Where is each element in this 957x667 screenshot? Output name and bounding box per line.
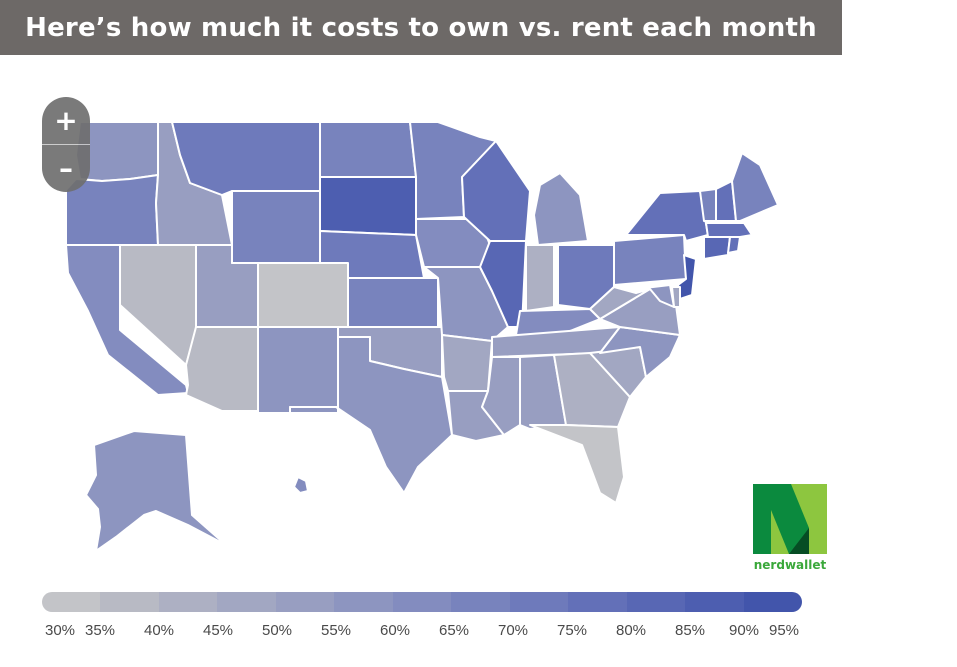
legend-label: 80%	[615, 622, 647, 639]
legend-segment	[275, 592, 335, 612]
zoom-in-button[interactable]: +	[54, 103, 78, 137]
legend-label: 40%	[143, 622, 175, 639]
zoom-out-button[interactable]: –	[59, 151, 73, 185]
color-legend-bar	[42, 592, 802, 612]
state-hawaii[interactable]	[293, 476, 309, 494]
state-montana[interactable]	[171, 121, 321, 196]
legend-segment	[100, 592, 159, 612]
us-map[interactable]	[40, 95, 800, 565]
state-arizona[interactable]	[185, 326, 259, 412]
state-south-dakota[interactable]	[319, 176, 417, 236]
state-massachusetts[interactable]	[705, 222, 753, 238]
state-rhode-island[interactable]	[727, 236, 741, 254]
legend-label: 30%	[44, 622, 76, 639]
legend-segment	[334, 592, 393, 612]
nerdwallet-logo-icon	[753, 484, 827, 554]
state-pennsylvania[interactable]	[613, 234, 687, 286]
legend-segment	[451, 592, 510, 612]
state-connecticut[interactable]	[703, 236, 731, 260]
nerdwallet-wordmark: nerdwallet	[753, 558, 827, 572]
state-new-mexico[interactable]	[257, 326, 339, 414]
legend-segment	[685, 592, 744, 612]
state-north-dakota[interactable]	[319, 121, 417, 178]
state-maine[interactable]	[731, 152, 779, 222]
state-vermont[interactable]	[699, 188, 717, 222]
legend-segment	[509, 592, 569, 612]
legend-segment	[626, 592, 686, 612]
legend-segment	[217, 592, 276, 612]
state-michigan[interactable]	[533, 172, 589, 246]
state-west-virginia[interactable]	[589, 286, 651, 320]
legend-segment	[42, 592, 101, 612]
state-texas[interactable]	[289, 336, 453, 494]
state-kentucky[interactable]	[515, 308, 601, 336]
legend-label: 45%	[202, 622, 234, 639]
legend-segment	[392, 592, 452, 612]
state-indiana[interactable]	[525, 244, 555, 312]
state-illinois[interactable]	[479, 240, 527, 328]
legend-segment	[158, 592, 218, 612]
legend-segment	[568, 592, 627, 612]
legend-label: 75%	[556, 622, 588, 639]
state-kansas[interactable]	[347, 277, 439, 328]
legend-label: 95%	[768, 622, 800, 639]
legend-label: 55%	[320, 622, 352, 639]
state-florida[interactable]	[529, 424, 625, 504]
legend-label: 35%	[84, 622, 116, 639]
color-legend-labels: 30% 35% 40% 45% 50% 55% 60% 65% 70% 75% 80% 85% 90% 9…	[42, 622, 812, 642]
state-arkansas[interactable]	[441, 334, 493, 392]
legend-label: 60%	[379, 622, 411, 639]
us-map-svg	[65, 121, 779, 552]
state-alaska[interactable]	[85, 430, 227, 552]
zoom-control: + –	[42, 97, 90, 192]
legend-label: 50%	[261, 622, 293, 639]
state-georgia[interactable]	[553, 352, 631, 428]
state-maryland[interactable]	[635, 284, 675, 308]
zoom-divider	[42, 144, 90, 145]
state-wyoming[interactable]	[231, 190, 321, 264]
state-colorado[interactable]	[257, 262, 349, 328]
legend-label: 85%	[674, 622, 706, 639]
legend-label: 70%	[497, 622, 529, 639]
legend-label: 90%	[728, 622, 760, 639]
legend-segment	[743, 592, 802, 612]
state-new-york[interactable]	[625, 190, 709, 242]
page-title: Here’s how much it costs to own vs. rent…	[0, 0, 842, 55]
legend-label: 65%	[438, 622, 470, 639]
